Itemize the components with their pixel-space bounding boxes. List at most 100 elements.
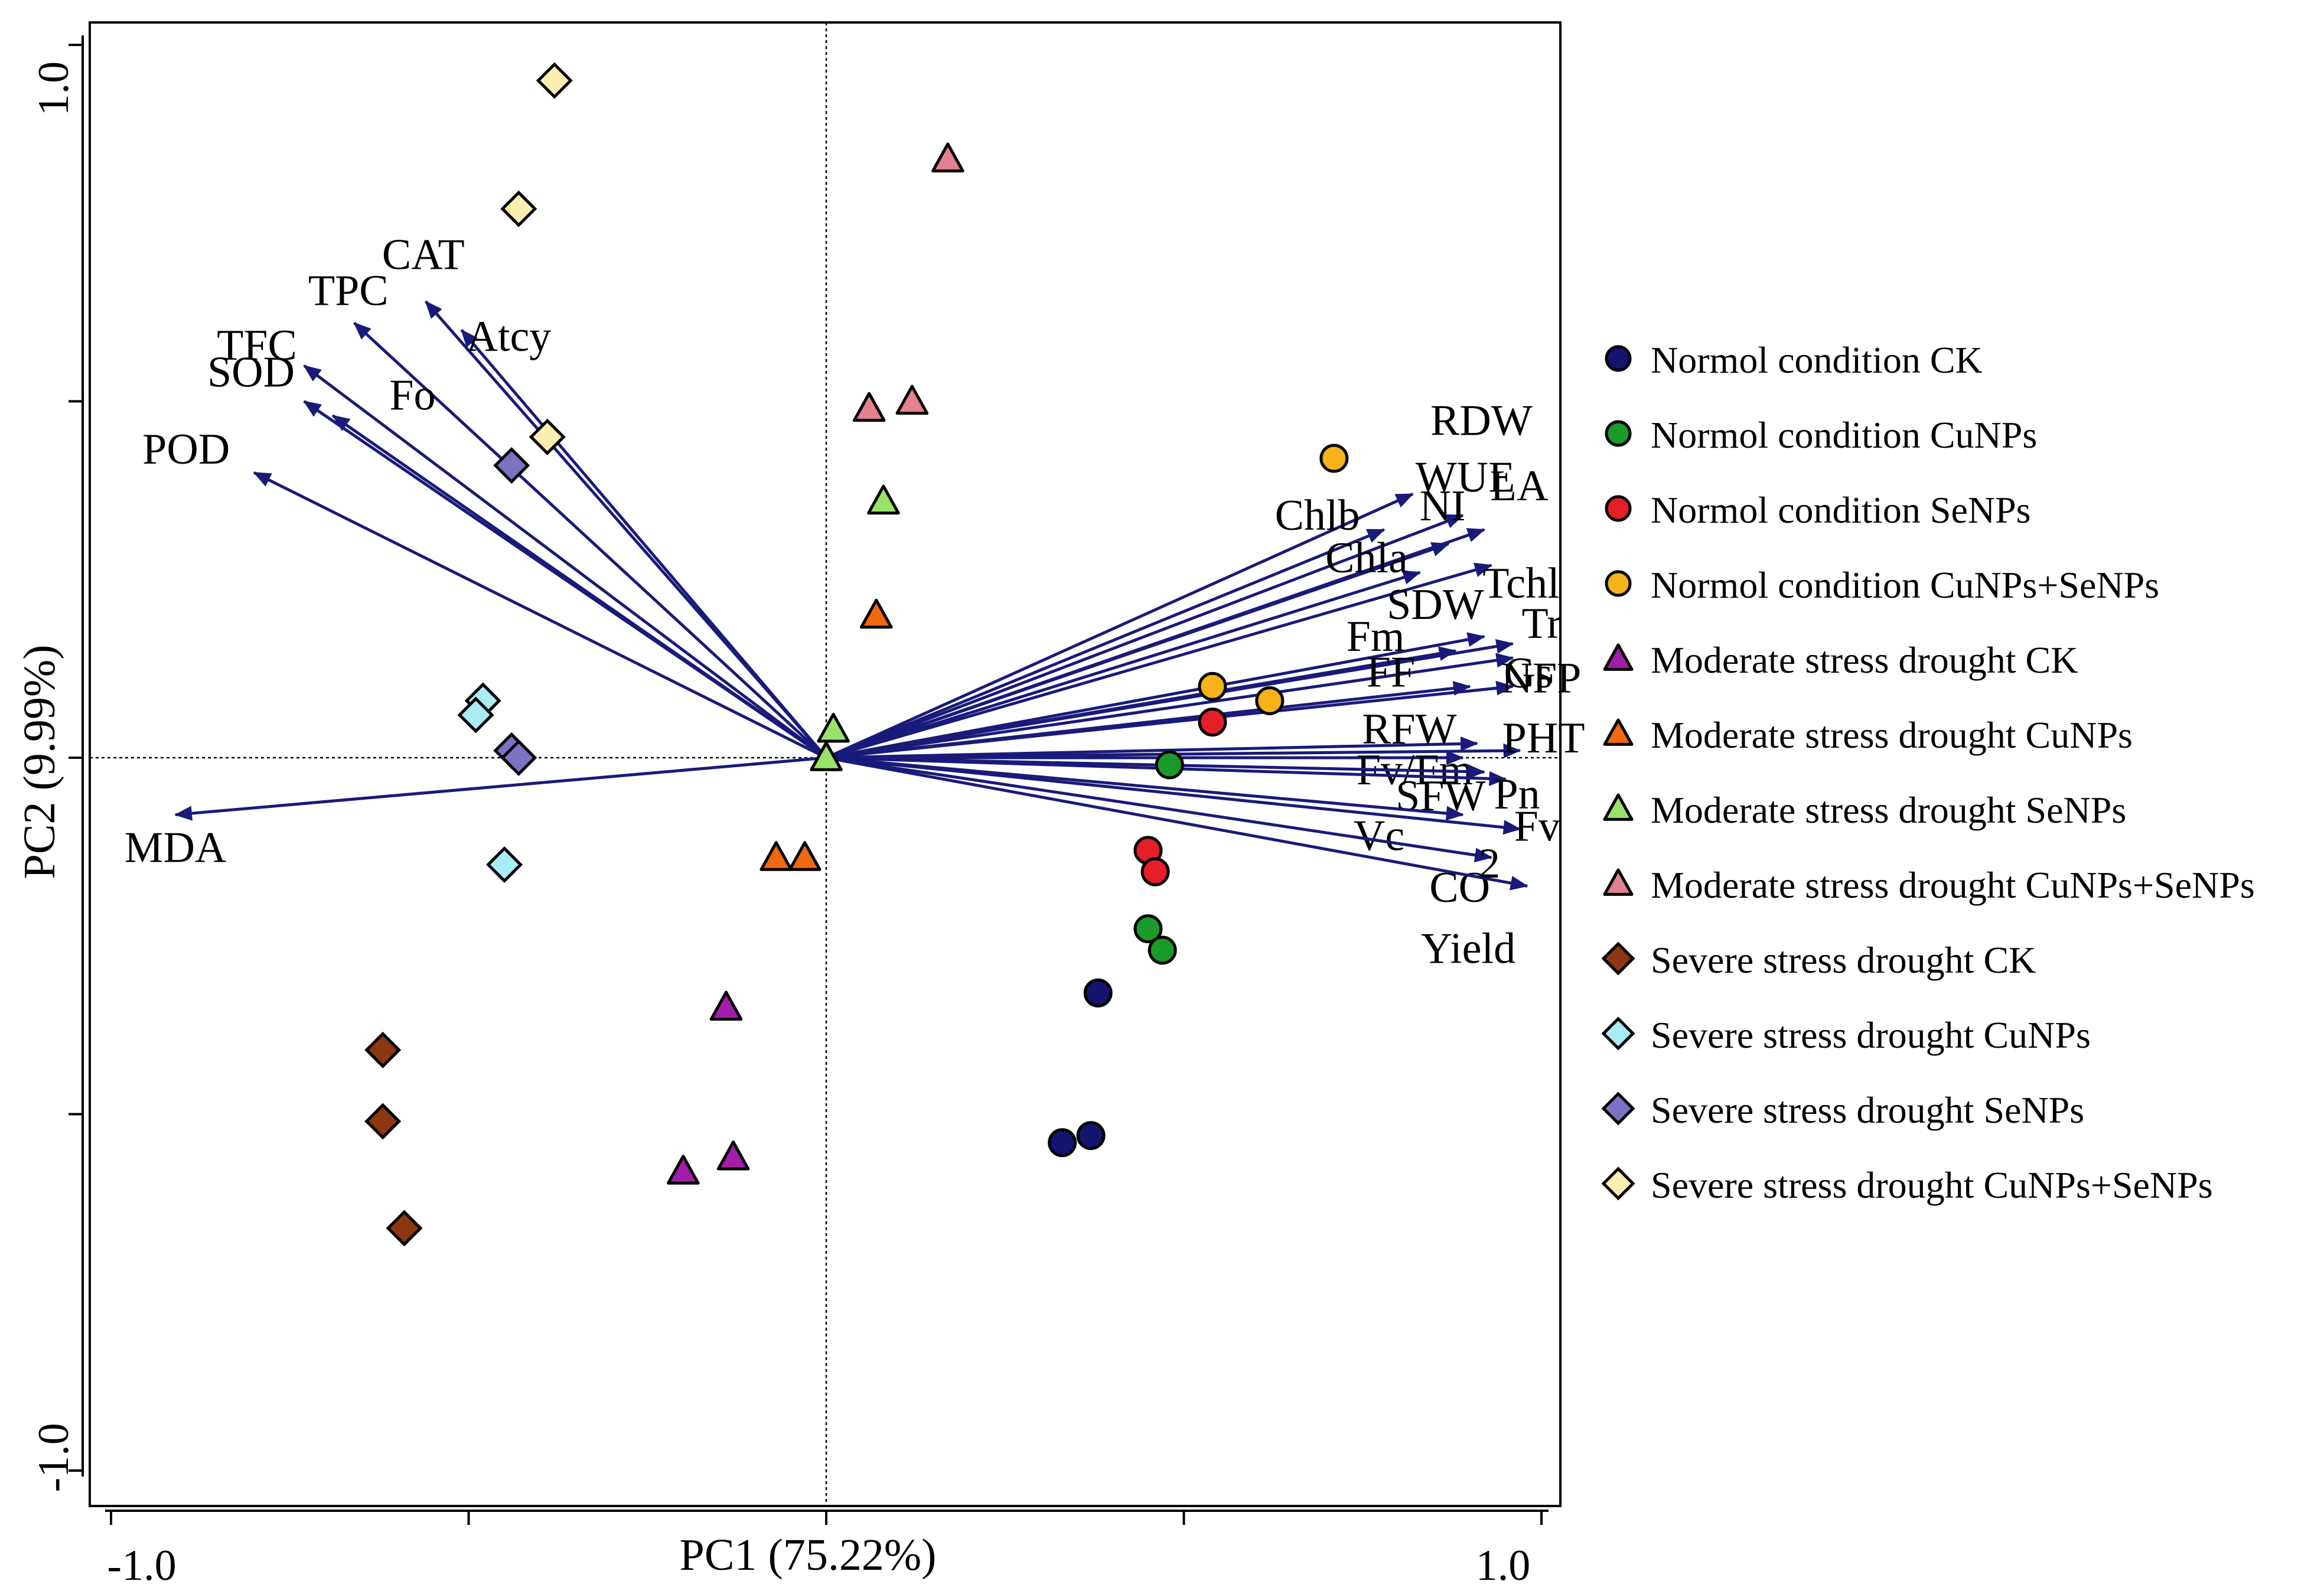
legend-marker-moderate-stress-drought-senps — [1603, 793, 1634, 821]
loading-arrow-fo — [331, 414, 827, 759]
loading-label-yield: Yield — [1421, 924, 1515, 973]
point-severe-stress-drought-cunps-senps-3 — [529, 418, 566, 455]
loading-label-fo: Fo — [389, 371, 435, 420]
legend-label-normol-condition-cunps-senps: Normol condition CuNPs+SeNPs — [1651, 564, 2159, 606]
loading-arrow-pod — [253, 471, 827, 759]
point-normol-condition-cunps-senps-1 — [1319, 444, 1349, 473]
point-normol-condition-ck-3 — [1048, 1128, 1077, 1158]
loading-arrow-fm — [826, 646, 1457, 759]
loading-arrow-chlb — [826, 528, 1386, 759]
legend-marker-severe-stress-drought-senps — [1601, 1091, 1635, 1126]
point-moderate-stress-drought-senps-3 — [810, 741, 843, 771]
legend-marker-severe-stress-drought-cunps — [1601, 1016, 1635, 1051]
legend-label-severe-stress-drought-cunps: Severe stress drought CuNPs — [1651, 1014, 2091, 1056]
x-tick-label-min: -1.0 — [107, 1541, 176, 1590]
legend-label-moderate-stress-drought-senps: Moderate stress drought SeNPs — [1651, 789, 2126, 831]
x-tick-label-max: 1.0 — [1476, 1541, 1531, 1590]
y-ticks — [69, 44, 83, 1472]
legend-label-moderate-stress-drought-cunps: Moderate stress drought CuNPs — [1651, 714, 2133, 756]
point-moderate-stress-drought-cunps-senps-2 — [852, 392, 886, 422]
loading-label-fv: Fv — [1514, 803, 1560, 851]
loading-label-atcy: Atcy — [466, 312, 551, 361]
point-severe-stress-drought-cunps-senps-2 — [500, 190, 537, 227]
point-severe-stress-drought-cunps-2 — [457, 696, 494, 734]
point-severe-stress-drought-senps-1 — [493, 447, 530, 484]
point-moderate-stress-drought-senps-1 — [867, 484, 900, 515]
loading-label-vc: Vc — [1354, 812, 1404, 860]
point-severe-stress-drought-ck-3 — [386, 1210, 423, 1247]
loading-label-rfw: RFW — [1362, 705, 1457, 754]
loading-label-tfc: TFC — [217, 321, 297, 370]
x-ticks — [110, 1511, 1543, 1525]
loading-arrow-wue — [826, 514, 1464, 759]
point-moderate-stress-drought-ck-2 — [667, 1155, 700, 1185]
loading-arrow-yield — [826, 756, 1528, 891]
legend-marker-severe-stress-drought-cunps-senps — [1601, 1166, 1635, 1201]
loading-arrow-tfc — [303, 364, 827, 759]
point-normol-condition-cunps-1 — [1155, 750, 1184, 780]
loading-label-co-subscript: 2 — [1479, 840, 1500, 887]
legend-label-normol-condition-senps: Normol condition SeNPs — [1651, 489, 2031, 531]
point-severe-stress-drought-cunps-3 — [486, 846, 523, 884]
legend-label-normol-condition-cunps: Normol condition CuNPs — [1651, 414, 2037, 456]
score-points — [364, 62, 1349, 1247]
loading-arrow-co — [826, 756, 1493, 863]
legend-marker-moderate-stress-drought-ck — [1603, 643, 1634, 671]
point-severe-stress-drought-ck-2 — [364, 1103, 402, 1140]
loading-label-cat: CAT — [382, 231, 465, 279]
point-normol-condition-cunps-2 — [1133, 914, 1163, 944]
loading-label-fm: Fm — [1347, 612, 1405, 661]
loading-label-tchl: Tchl — [1482, 559, 1559, 608]
loading-arrow-tchl — [826, 562, 1493, 759]
legend-marker-moderate-stress-drought-cunps-senps — [1603, 868, 1634, 896]
loading-label-rdw: RDW — [1430, 396, 1533, 445]
point-moderate-stress-drought-senps-2 — [817, 712, 850, 743]
point-normol-condition-senps-3 — [1140, 857, 1170, 886]
loading-arrow-tpc — [353, 321, 827, 759]
legend: Normol condition CK Normol condition CuNP… — [1601, 339, 2255, 1206]
loading-label-wue: WUE — [1416, 454, 1515, 502]
loading-arrow-rdw — [825, 493, 1414, 759]
point-normol-condition-cunps-senps-2 — [1198, 671, 1227, 701]
legend-label-moderate-stress-drought-ck: Moderate stress drought CK — [1651, 639, 2078, 681]
point-moderate-stress-drought-cunps-2 — [760, 841, 793, 871]
loading-label-tpc: TPC — [308, 267, 389, 315]
point-normol-condition-ck-2 — [1076, 1121, 1106, 1150]
loading-arrow-nfp — [826, 680, 1514, 759]
legend-marker-normol-condition-ck — [1605, 345, 1632, 372]
loading-arrow-atcy — [460, 329, 827, 759]
loading-label-pod: POD — [142, 425, 230, 474]
loading-label-chlb: Chlb — [1275, 491, 1360, 540]
loading-arrow-mda — [174, 756, 827, 821]
point-moderate-stress-drought-cunps-1 — [859, 598, 893, 629]
loading-label-tr: Tr — [1522, 599, 1562, 648]
legend-label-severe-stress-drought-senps: Severe stress drought SeNPs — [1651, 1089, 2084, 1131]
loading-arrow-gs — [826, 653, 1514, 759]
loading-label-ff: FF — [1367, 648, 1415, 696]
point-moderate-stress-drought-cunps-3 — [788, 841, 822, 871]
y-tick-label-max: 1.0 — [30, 61, 78, 116]
point-normol-condition-cunps-senps-3 — [1255, 686, 1285, 715]
plot-frame — [89, 21, 1562, 1507]
point-severe-stress-drought-cunps-senps-1 — [536, 62, 573, 99]
point-severe-stress-drought-senps-3 — [500, 739, 537, 777]
loading-label-pht: PHT — [1502, 714, 1585, 762]
loading-arrow-sdw — [826, 632, 1486, 759]
legend-label-normol-condition-ck: Normol condition CK — [1651, 339, 1983, 381]
loading-label-ni: NI — [1420, 482, 1466, 530]
loading-label-co: CO — [1429, 863, 1490, 912]
loading-arrow-fv — [826, 756, 1521, 835]
point-moderate-stress-drought-ck-3 — [716, 1140, 750, 1171]
loading-arrow-ni — [826, 542, 1450, 759]
point-normol-condition-ck-1 — [1083, 978, 1113, 1008]
point-moderate-stress-drought-cunps-senps-1 — [931, 142, 964, 172]
loading-label-pn: Pn — [1494, 770, 1540, 819]
loading-arrow-chla — [826, 570, 1422, 759]
legend-label-severe-stress-drought-ck: Severe stress drought CK — [1651, 939, 2036, 981]
legend-label-severe-stress-drought-cunps-senps: Severe stress drought CuNPs+SeNPs — [1651, 1164, 2213, 1206]
loading-label-sdw: SDW — [1387, 581, 1484, 629]
legend-marker-normol-condition-senps — [1605, 495, 1632, 522]
loading-label-chla: Chla — [1325, 534, 1408, 582]
